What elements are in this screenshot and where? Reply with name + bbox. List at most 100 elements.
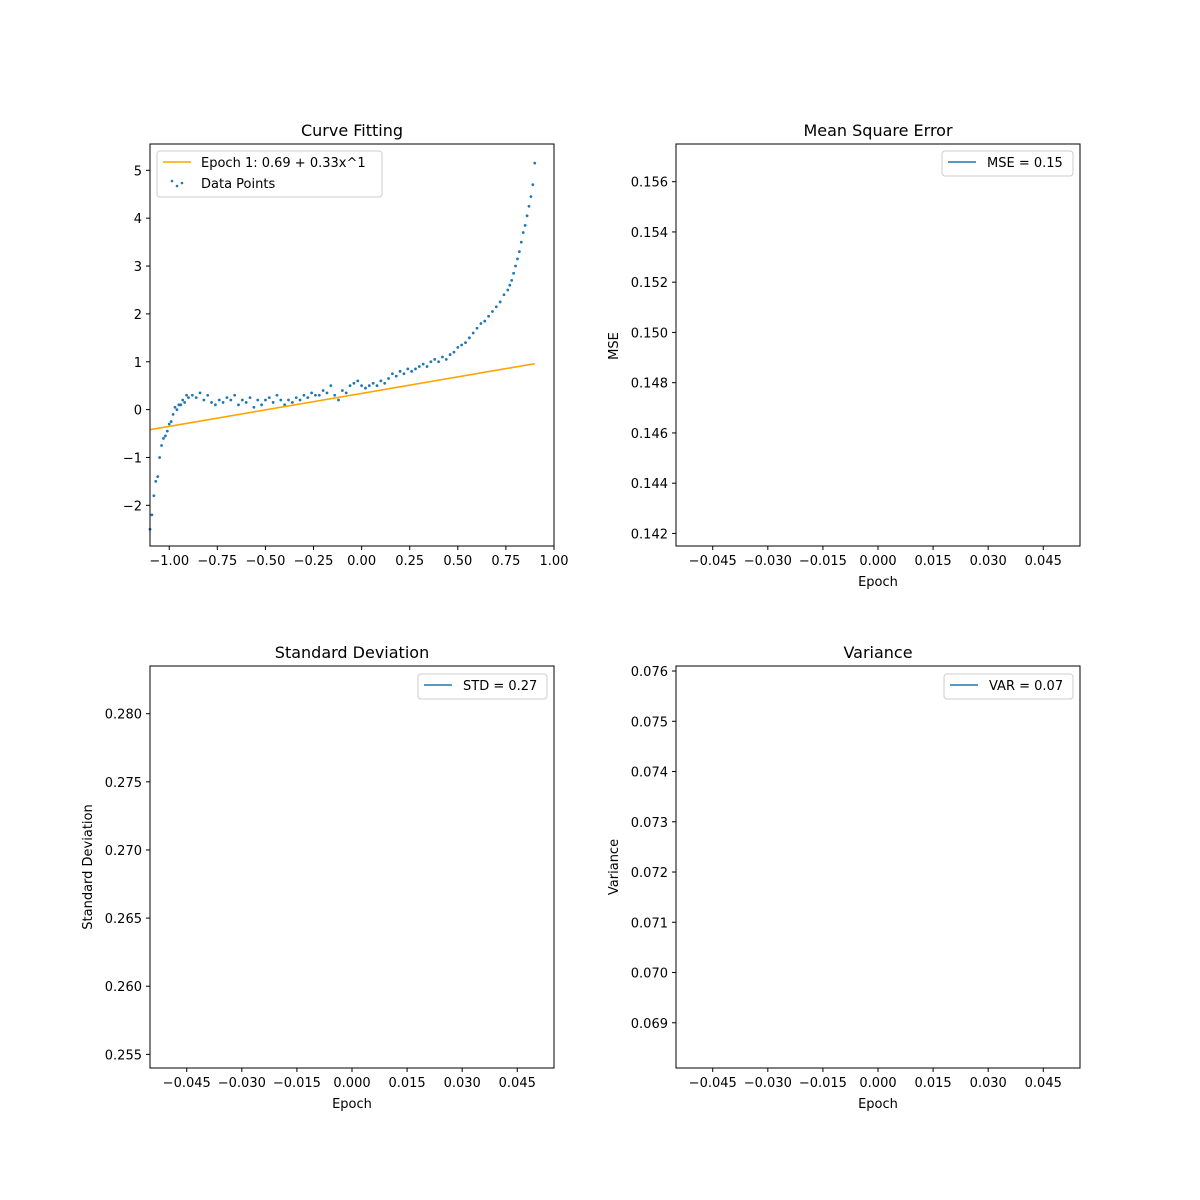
data-point [181, 398, 185, 402]
std-y-ticks: 0.255 0.260 0.265 0.270 0.275 0.280 [105, 708, 150, 1063]
data-point [375, 384, 379, 388]
legend-fit-line-label: Epoch 1: 0.69 + 0.33x^1 [201, 156, 366, 171]
data-point [516, 257, 519, 261]
data-point [169, 420, 173, 423]
y-tick-label: 0.260 [105, 980, 142, 995]
data-point [171, 412, 175, 416]
data-point [483, 319, 487, 323]
legend-box [417, 673, 548, 700]
data-point [521, 231, 525, 234]
data-point [527, 204, 531, 208]
curve-fitting-y-ticks: −2 −1 0 1 2 3 4 5 [123, 164, 150, 514]
data-point [348, 384, 352, 388]
data-point [337, 398, 340, 402]
x-tick-label: 0.000 [859, 554, 896, 569]
data-point [425, 365, 429, 368]
curve-fitting-marks [148, 161, 537, 531]
data-point [194, 396, 198, 400]
data-point [508, 283, 512, 287]
curve-fitting-panel: Curve Fitting −1.00 −0.75 −0.50 −0.25 0.00 0.… [123, 121, 569, 569]
data-point [177, 403, 181, 407]
data-point [185, 393, 188, 397]
data-point [471, 331, 475, 335]
legend-scatter-label: Data Points [201, 177, 275, 192]
data-point [152, 494, 156, 498]
data-point [410, 369, 414, 373]
x-tick-label: −0.030 [744, 554, 792, 569]
mse-title: Mean Square Error [803, 121, 953, 140]
legend-box [941, 150, 1074, 177]
data-point [298, 398, 302, 402]
variance-x-ticks: −0.045 −0.030 −0.015 0.000 0.015 0.030 0.045 [689, 1068, 1062, 1091]
x-tick-label: 0.50 [443, 554, 472, 569]
x-tick-label: 0.015 [914, 1076, 951, 1091]
data-point [394, 374, 398, 378]
data-point [448, 353, 452, 356]
x-tick-label: −0.015 [273, 1076, 321, 1091]
x-tick-label: 0.00 [347, 554, 376, 569]
y-tick-label: −2 [123, 499, 142, 514]
data-point [321, 389, 325, 392]
data-point [314, 393, 317, 397]
x-tick-label: 0.000 [333, 1076, 370, 1091]
y-tick-label: 0.075 [631, 715, 668, 730]
data-point [417, 365, 421, 368]
y-tick-label: 0.070 [631, 967, 668, 982]
data-point [244, 401, 248, 404]
y-tick-label: 0.154 [631, 226, 668, 241]
legend-scatter-swatch-c [180, 181, 184, 185]
data-point [402, 372, 406, 376]
y-tick-label: 0.150 [631, 326, 668, 341]
y-tick-label: 0.255 [105, 1048, 142, 1063]
data-point [275, 393, 279, 397]
std-x-axis-label: Epoch [332, 1097, 372, 1112]
data-point [498, 300, 502, 304]
data-point [150, 513, 154, 517]
data-point [264, 398, 267, 402]
x-tick-label: −0.25 [294, 554, 334, 569]
data-point [475, 326, 479, 330]
x-tick-label: −0.045 [163, 1076, 211, 1091]
data-point [217, 398, 221, 402]
x-tick-label: 0.045 [1025, 1076, 1062, 1091]
std-x-ticks: −0.045 −0.030 −0.015 0.000 0.015 0.030 0.045 [163, 1068, 536, 1091]
y-tick-label: 5 [134, 164, 142, 179]
data-point [523, 223, 527, 227]
data-point [260, 403, 263, 407]
data-point [294, 396, 298, 400]
data-point [233, 393, 237, 397]
data-point [487, 314, 490, 318]
data-point [271, 401, 275, 404]
data-point [371, 381, 375, 385]
data-point [214, 403, 217, 407]
mse-x-ticks: −0.045 −0.030 −0.015 0.000 0.015 0.030 0.045 [689, 546, 1062, 569]
data-point [494, 305, 498, 309]
x-tick-label: 0.045 [1025, 554, 1062, 569]
variance-legend: VAR = 0.07 [943, 673, 1074, 700]
x-tick-label: −0.50 [246, 554, 286, 569]
variance-panel: Variance −0.045 −0.030 −0.015 0.000 0.015 0.0… [607, 643, 1081, 1112]
mse-y-axis-label: MSE [607, 332, 622, 360]
legend-scatter-swatch-a [170, 179, 174, 183]
x-tick-label: 0.030 [970, 554, 1007, 569]
data-point [479, 322, 483, 325]
data-point [344, 391, 348, 395]
data-point [398, 369, 402, 373]
data-point [531, 183, 535, 187]
y-tick-label: 0.280 [105, 708, 142, 723]
legend-std-label: STD = 0.27 [463, 679, 537, 694]
data-point [221, 401, 225, 404]
x-tick-label: 0.000 [859, 1076, 896, 1091]
data-point [367, 384, 371, 388]
y-tick-label: 0.144 [631, 477, 668, 492]
data-point [290, 401, 294, 404]
y-tick-label: 0 [134, 404, 142, 419]
data-point [329, 384, 333, 388]
data-point [267, 396, 271, 400]
data-point [187, 396, 190, 400]
y-tick-label: −1 [123, 451, 142, 466]
data-point [237, 403, 240, 407]
data-point [464, 341, 467, 345]
data-point [317, 393, 321, 397]
y-tick-label: 0.152 [631, 276, 668, 291]
